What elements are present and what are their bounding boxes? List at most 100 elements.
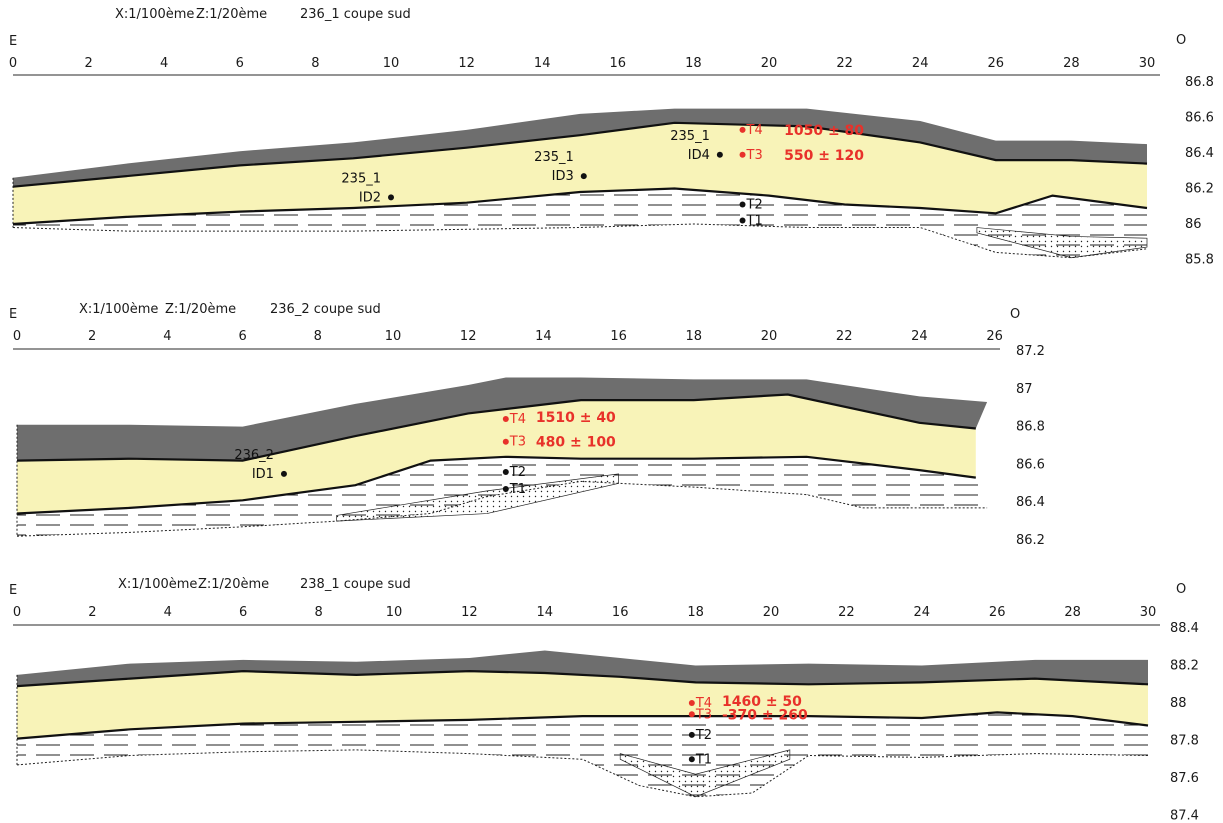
x-tick-label: 0 (13, 329, 21, 344)
section-title: 236_1 coupe sud (300, 7, 411, 22)
x-tick-label: 4 (164, 605, 172, 620)
z-scale-label: Z:1/20ème (196, 7, 267, 22)
radiocarbon-date-label: 550 ± 120 (784, 148, 864, 164)
x-tick-label: 22 (836, 56, 853, 71)
x-tick-label: 4 (160, 56, 168, 71)
sample-point (688, 711, 695, 718)
orientation-west-label: O (1176, 582, 1186, 597)
radiocarbon-date-label: 1050 ± 80 (784, 123, 864, 139)
x-tick-label: 10 (385, 329, 402, 344)
x-tick-label: 24 (911, 329, 928, 344)
x-scale-label: X:1/100ème (118, 577, 197, 592)
x-axis-ticks: 0 2 4 6 8 10 12 14 16 18 20 22 24 26 (13, 329, 1003, 344)
radiocarbon-date-label: 1510 ± 40 (536, 410, 616, 426)
sample-point (280, 470, 287, 477)
x-tick-label: 8 (314, 605, 322, 620)
radiocarbon-date-label: 480 ± 100 (536, 435, 616, 451)
x-tick-label: 14 (537, 605, 554, 620)
stratigraphy (12, 108, 1148, 259)
x-tick-label: 16 (612, 605, 629, 620)
topsoil-layer (17, 377, 988, 461)
sample-tag-label: T1 (695, 752, 712, 767)
sample-tag-label: T2 (746, 197, 763, 212)
topsoil-layer (13, 108, 1147, 187)
sample-point (580, 173, 587, 180)
x-tick-label: 12 (458, 56, 475, 71)
z-tick-label: 86.2 (1185, 182, 1214, 197)
x-axis-ticks: 0 2 4 6 8 10 12 14 16 18 20 22 24 26 28 30 (13, 605, 1156, 620)
z-axis-ticks: 87.2 87 86.8 86.6 86.4 86.2 (1016, 344, 1045, 548)
z-tick-label: 86.4 (1016, 495, 1045, 510)
sample-id-label: ID4 (688, 148, 710, 163)
sample-unit-label: 235_1 (534, 150, 574, 165)
sample-point (739, 217, 746, 224)
sample-point (688, 756, 695, 763)
x-tick-label: 0 (9, 56, 17, 71)
z-tick-label: 87.6 (1170, 771, 1199, 786)
z-tick-label: 88.4 (1170, 621, 1199, 636)
x-tick-label: 26 (986, 329, 1003, 344)
x-scale-label: X:1/100ème (115, 7, 194, 22)
orientation-west-label: O (1010, 307, 1020, 322)
x-scale-label: X:1/100ème (79, 302, 158, 317)
x-tick-label: 2 (84, 56, 92, 71)
orientation-east-label: E (9, 34, 17, 49)
x-tick-label: 6 (238, 329, 246, 344)
topsoil-boundary (12, 121, 1148, 188)
x-tick-label: 20 (763, 605, 780, 620)
sample-point (739, 201, 746, 208)
section-panel-236-2: X:1/100ème Z:1/20ème 236_2 coupe sud E O… (9, 302, 1045, 548)
x-tick-label: 6 (236, 56, 244, 71)
x-axis-ticks: 0 2 4 6 8 10 12 14 16 18 20 22 24 26 28 30 (9, 56, 1155, 71)
x-tick-label: 0 (13, 605, 21, 620)
x-tick-label: 8 (314, 329, 322, 344)
x-tick-label: 20 (761, 56, 778, 71)
z-tick-label: 86.8 (1016, 420, 1045, 435)
sample-tag-label: T3 (695, 707, 712, 722)
silt-layer (17, 456, 988, 537)
sample-id-label: ID1 (252, 467, 274, 482)
sample-unit-label: 235_1 (341, 171, 381, 186)
sand-lens (976, 227, 1148, 259)
sand-layer (17, 394, 976, 514)
sample-points: 236_2 ID1 T4 T3 T2 T1 1510 ± 40 480 ± 100 (234, 410, 616, 497)
z-tick-label: 86.6 (1016, 457, 1045, 472)
x-tick-label: 18 (685, 56, 702, 71)
sample-tag-label: T1 (509, 482, 526, 497)
z-scale-label: Z:1/20ème (165, 302, 236, 317)
z-tick-label: 87.8 (1170, 734, 1199, 749)
orientation-east-label: E (9, 307, 17, 322)
topsoil-layer (17, 650, 1148, 687)
sand-lens (336, 473, 619, 522)
z-scale-label: Z:1/20ème (198, 577, 269, 592)
section-panel-238-1: X:1/100ème Z:1/20ème 238_1 coupe sud E O… (9, 577, 1199, 823)
z-tick-label: 88 (1170, 696, 1187, 711)
x-tick-label: 12 (461, 605, 478, 620)
radiocarbon-date-label: 1460 ± 50 (722, 694, 802, 710)
sample-tag-label: T4 (695, 696, 712, 711)
z-axis-ticks: 88.4 88.2 88 87.8 87.6 87.4 (1170, 621, 1199, 823)
sample-point (502, 416, 509, 423)
sample-point (716, 151, 723, 158)
radiocarbon-date-label: -370 ± 260 (722, 707, 808, 723)
z-tick-label: 86.6 (1185, 111, 1214, 126)
silt-layer (17, 712, 1148, 797)
x-tick-label: 4 (163, 329, 171, 344)
sand-boundary (12, 187, 1148, 226)
z-axis-ticks: 86.8 86.6 86.4 86.2 86 85.8 (1185, 75, 1214, 268)
x-tick-label: 14 (535, 329, 552, 344)
x-tick-label: 24 (912, 56, 929, 71)
topsoil-boundary (16, 393, 976, 462)
sample-point (739, 126, 746, 133)
topsoil-boundary (16, 669, 1149, 688)
x-tick-label: 24 (914, 605, 931, 620)
z-tick-label: 87 (1016, 382, 1033, 397)
orientation-east-label: E (9, 583, 17, 598)
x-tick-label: 14 (534, 56, 551, 71)
sample-id-label: ID3 (552, 169, 574, 184)
x-tick-label: 22 (838, 605, 855, 620)
x-tick-label: 2 (88, 605, 96, 620)
sand-boundary (16, 455, 976, 515)
